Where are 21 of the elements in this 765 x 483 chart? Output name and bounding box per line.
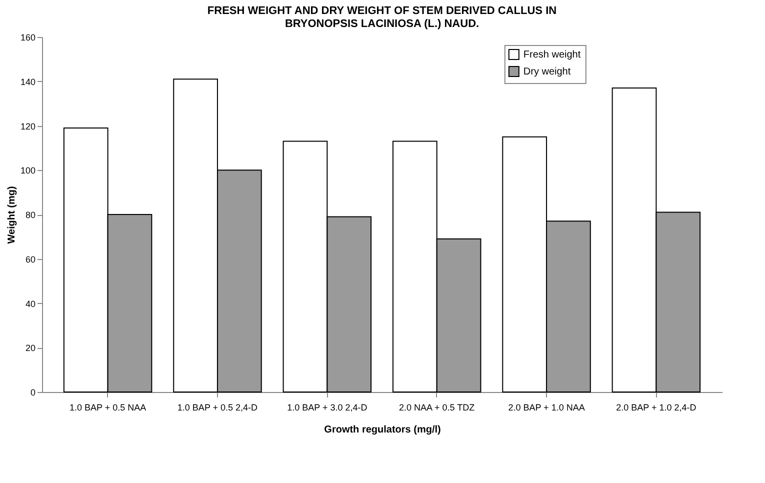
x-axis-title: Growth regulators (mg/l) <box>324 424 441 436</box>
x-tick-label: 2.0 BAP + 1.0 NAA <box>508 402 585 412</box>
text: FRESH WEIGHT AND DRY WEIGHT OF STEM DERIVED CALLUS IN <box>207 5 557 17</box>
y-tick-label: 80 <box>25 210 36 220</box>
y-tick-label: 0 <box>30 388 36 398</box>
y-tick-label: 60 <box>25 254 36 264</box>
y-axis-title: Weight (mg) <box>6 186 18 244</box>
y-tick-label: 40 <box>25 298 36 309</box>
x-tick-label: 1.0 BAP + 0.5 NAA <box>69 402 146 412</box>
y-tick-label: 160 <box>20 32 36 42</box>
x-tick-label: 1.0 BAP + 3.0 2,4-D <box>287 402 368 412</box>
legend-label: Dry weight <box>523 66 571 78</box>
y-tick-label: 140 <box>20 76 36 87</box>
x-tick-label: 2.0 NAA + 0.5 TDZ <box>399 402 476 412</box>
legend-label: Fresh weight <box>523 50 581 60</box>
x-tick-label: 1.0 BAP + 0.5 2,4-D <box>177 402 258 412</box>
y-tick-label: 120 <box>20 121 36 132</box>
y-tick-label: 20 <box>25 343 36 354</box>
x-tick-label: 2.0 BAP + 1.0 2,4-D <box>616 402 697 412</box>
y-tick-label: 100 <box>20 166 36 176</box>
text: BRYONOPSIS LACINIOSA (L.) NAUD. <box>284 18 480 30</box>
